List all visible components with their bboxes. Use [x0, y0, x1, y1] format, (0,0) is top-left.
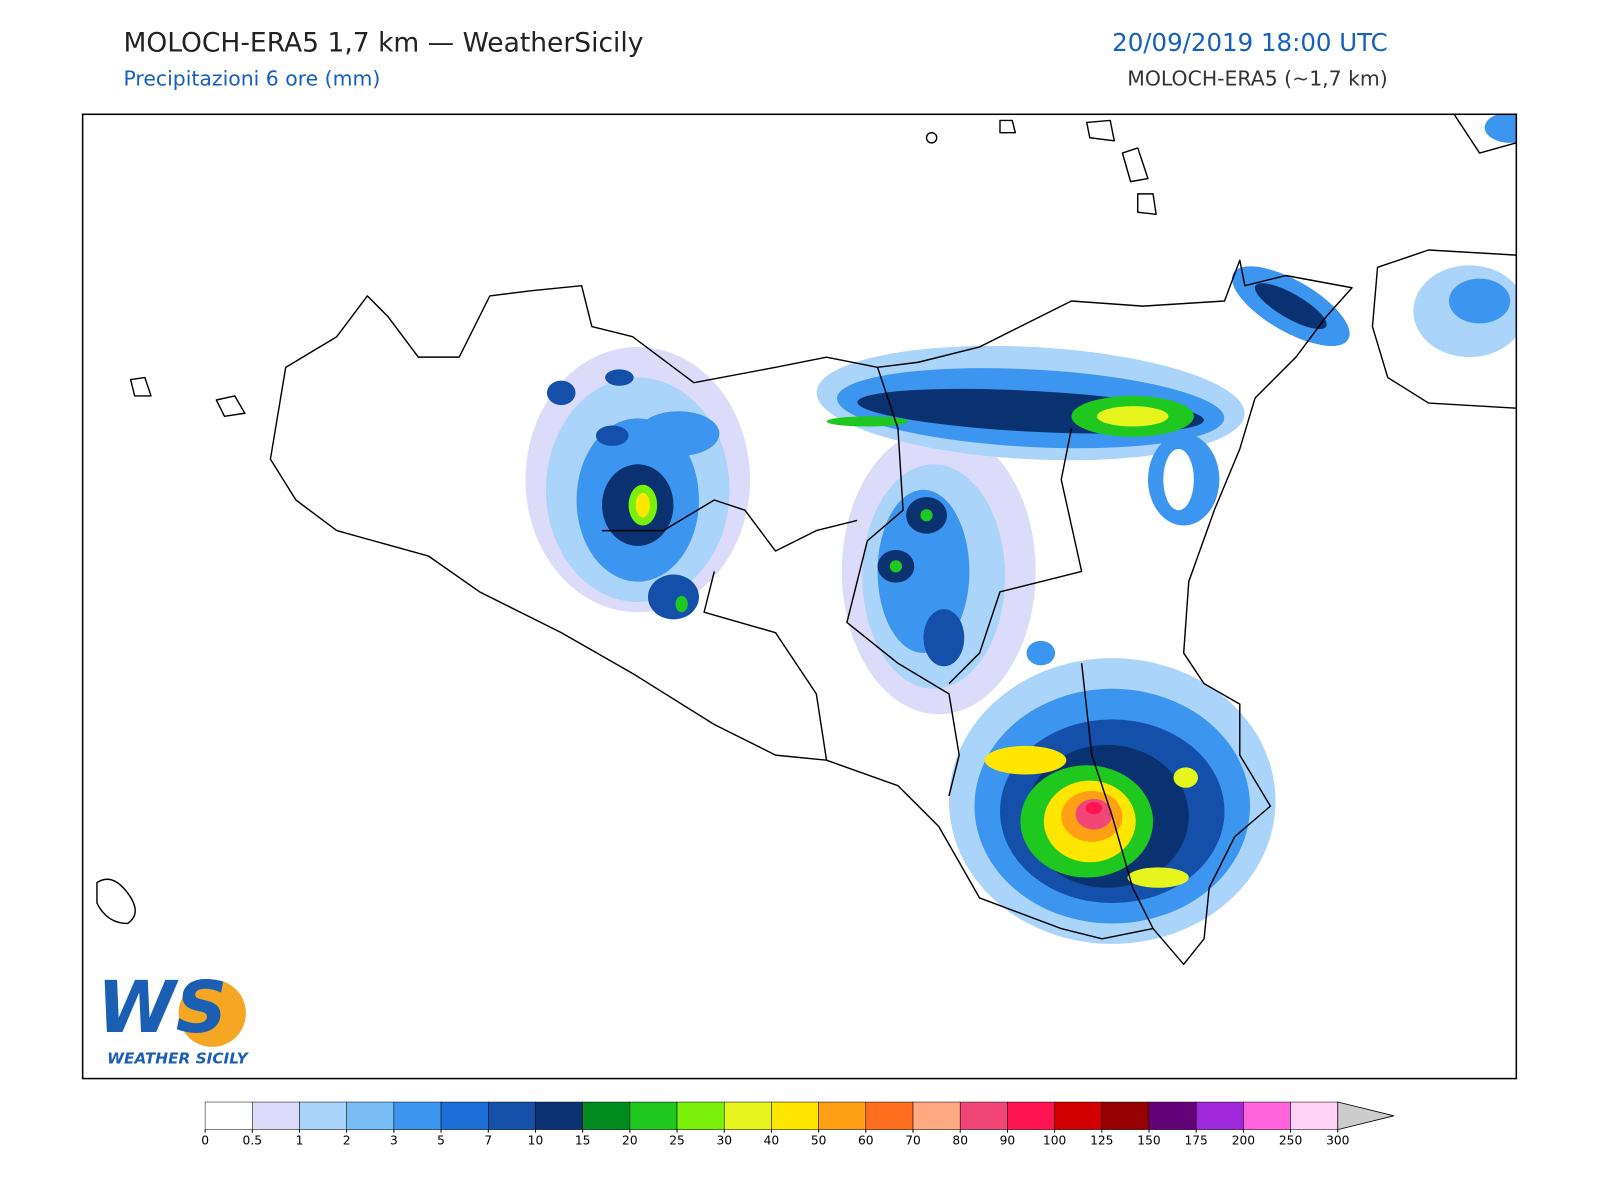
colorbar-box [204, 1101, 253, 1130]
logo-sun [178, 979, 246, 1047]
model-label: MOLOCH-ERA5 (~1,7 km) [1127, 67, 1387, 91]
colorbar-tick-label: 300 [1326, 1133, 1349, 1147]
colorbar-tick-label: 80 [952, 1133, 968, 1147]
colorbar-box [959, 1101, 1008, 1130]
colorbar-box [252, 1101, 300, 1130]
colorbar-box [346, 1101, 395, 1130]
logo-name: WEATHER SICILY [107, 1050, 249, 1068]
colorbar-box [1101, 1101, 1150, 1130]
colorbar-box [1148, 1101, 1197, 1130]
colorbar-tick-label: 5 [437, 1133, 445, 1147]
colorbar-tick-label: 25 [669, 1133, 685, 1147]
colorbar-box [1007, 1101, 1055, 1130]
precipitation-field [525, 114, 1517, 944]
colorbar-tick-label: 0 [201, 1133, 209, 1147]
colorbar: 0 0.5 1 2 3 5 7 10 15 20 25 30 40 50 60 70 80 90 100 125 150… [201, 1101, 1394, 1147]
colorbar-box [723, 1101, 772, 1130]
colorbar-tick-label: 90 [1000, 1133, 1016, 1147]
colorbar-box [393, 1101, 442, 1130]
colorbar-tick-label: 100 [1043, 1133, 1066, 1147]
logo-mark: WS [97, 966, 227, 1049]
colorbar-box [818, 1101, 867, 1130]
subtitle: Precipitazioni 6 ore (mm) [123, 67, 380, 91]
colorbar-box [1243, 1101, 1291, 1130]
colorbar-tick-label: 1 [296, 1133, 304, 1147]
colorbar-box [771, 1101, 819, 1130]
logo: WS WEATHER SICILY [97, 966, 250, 1068]
colorbar-box [299, 1101, 347, 1130]
colorbar-tick-label: 250 [1279, 1133, 1302, 1147]
colorbar-box [629, 1101, 678, 1130]
colorbar-tick-label: 15 [575, 1133, 591, 1147]
colorbar-box [1054, 1101, 1103, 1130]
colorbar-box [1195, 1101, 1244, 1130]
colorbar-tick-label: 7 [484, 1133, 492, 1147]
colorbar-box [440, 1101, 489, 1130]
colorbar-tick-label: 125 [1090, 1133, 1113, 1147]
colorbar-box [676, 1101, 725, 1130]
colorbar-box [488, 1101, 536, 1130]
colorbar-tick-label: 70 [905, 1133, 921, 1147]
colorbar-tick-label: 200 [1232, 1133, 1255, 1147]
colorbar-extension [1337, 1101, 1394, 1131]
colorbar-tick-label: 20 [622, 1133, 638, 1147]
title: MOLOCH-ERA5 1,7 km — WeatherSicily [123, 27, 643, 58]
valid-time: 20/09/2019 18:00 UTC [1112, 28, 1388, 57]
colorbar-tick-label: 50 [811, 1133, 827, 1147]
colorbar-box [865, 1101, 914, 1130]
colorbar-tick-label: 150 [1137, 1133, 1160, 1147]
colorbar-tick-label: 10 [528, 1133, 544, 1147]
colorbar-tick-label: 40 [764, 1133, 780, 1147]
colorbar-tick-label: 30 [716, 1133, 732, 1147]
colorbar-box [535, 1101, 583, 1130]
colorbar-box [582, 1101, 631, 1130]
colorbar-tick-label: 2 [343, 1133, 351, 1147]
colorbar-tick-label: 175 [1184, 1133, 1207, 1147]
colorbar-tick-label: 3 [390, 1133, 398, 1147]
colorbar-box [1290, 1101, 1339, 1130]
colorbar-box [912, 1101, 961, 1130]
coastlines [96, 113, 1517, 965]
colorbar-tick-label: 60 [858, 1133, 874, 1147]
map-frame [81, 113, 1518, 1080]
colorbar-tick-label: 0.5 [243, 1133, 262, 1147]
